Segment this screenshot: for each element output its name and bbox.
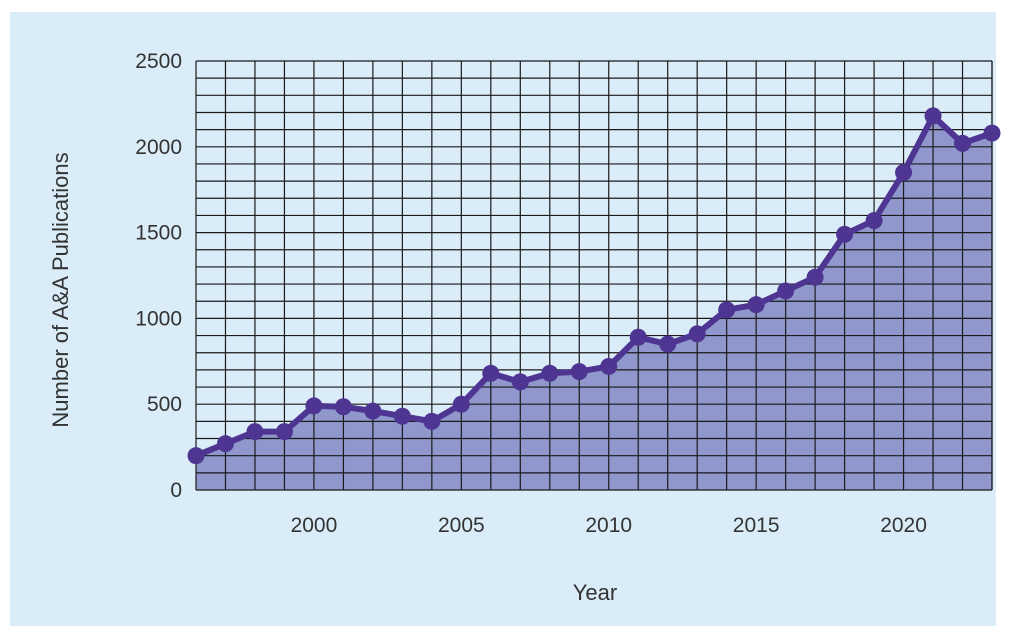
y-axis-title: Number of A&A Publications: [48, 152, 73, 427]
area-fill: [196, 115, 992, 491]
data-point: [423, 412, 441, 430]
area-layer: [196, 115, 992, 491]
data-point: [334, 398, 352, 416]
data-point: [570, 363, 588, 381]
line-layer: [193, 112, 995, 459]
data-point: [659, 335, 677, 353]
points-layer: [187, 107, 1001, 465]
data-point: [187, 447, 205, 465]
data-point: [393, 407, 411, 425]
x-tick-label: 2000: [291, 514, 338, 537]
grid-layer: [195, 60, 993, 491]
x-tick-label: 2010: [585, 514, 632, 537]
y-tick-label: 1000: [135, 307, 182, 330]
y-tick-label: 2500: [135, 50, 182, 73]
data-point: [718, 301, 736, 319]
data-point: [983, 124, 1001, 142]
x-tick-label: 2005: [438, 514, 485, 537]
data-point: [511, 373, 529, 391]
data-point: [541, 364, 559, 382]
data-point: [246, 423, 264, 441]
data-point: [482, 364, 500, 382]
y-tick-label: 1500: [135, 222, 182, 245]
data-point: [747, 296, 765, 314]
data-point: [836, 225, 854, 243]
x-tick-label: 2015: [733, 514, 780, 537]
data-point: [364, 402, 382, 420]
series-line: [193, 112, 995, 459]
y-tick-label: 500: [147, 393, 182, 416]
data-point: [777, 282, 795, 300]
y-tick-label: 0: [170, 479, 182, 502]
data-point: [954, 134, 972, 152]
tick-labels: 2000 2005 2010 2015 2020 0 500 1000 1500 2000 2500: [135, 50, 927, 537]
data-point: [629, 328, 647, 346]
y-tick-label: 2000: [135, 136, 182, 159]
x-axis-title: Year: [573, 580, 617, 605]
data-point: [600, 357, 618, 375]
data-point: [806, 268, 824, 286]
data-point: [895, 164, 913, 182]
data-point: [452, 395, 470, 413]
data-point: [924, 107, 942, 125]
data-point: [275, 423, 293, 441]
data-point: [865, 212, 883, 230]
data-point: [216, 435, 234, 453]
data-point: [688, 325, 706, 343]
data-point: [305, 397, 323, 415]
x-tick-label: 2020: [880, 514, 927, 537]
